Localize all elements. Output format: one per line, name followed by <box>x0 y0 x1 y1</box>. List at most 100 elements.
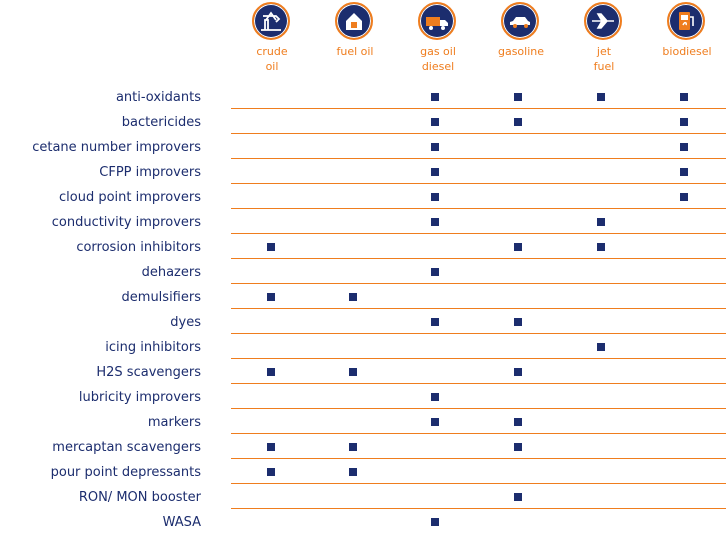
applicability-mark-gas_oil_diesel <box>431 518 439 526</box>
table-row: icing inhibitors <box>0 338 726 363</box>
applicability-mark-jet_fuel <box>597 218 605 226</box>
table-row: H2S scavengers <box>0 363 726 388</box>
applicability-mark-biodiesel <box>680 118 688 126</box>
applicability-mark-gasoline <box>514 118 522 126</box>
applicability-mark-gas_oil_diesel <box>431 118 439 126</box>
row-label: dehazers <box>141 265 201 280</box>
row-label: RON/ MON booster <box>78 490 201 505</box>
row-label: WASA <box>162 515 201 530</box>
applicability-mark-gasoline <box>514 443 522 451</box>
applicability-mark-gas_oil_diesel <box>431 143 439 151</box>
row-divider <box>231 158 726 159</box>
table-row: anti-oxidants <box>0 88 726 113</box>
table-row: WASA <box>0 513 726 538</box>
column-label: gas oil diesel <box>420 45 456 73</box>
row-label: markers <box>147 415 201 430</box>
row-label: demulsifiers <box>121 290 201 305</box>
row-divider <box>231 483 726 484</box>
row-divider <box>231 458 726 459</box>
row-label: cetane number improvers <box>32 140 201 155</box>
airplane-icon <box>584 2 622 40</box>
applicability-mark-gas_oil_diesel <box>431 168 439 176</box>
applicability-mark-crude_oil <box>267 368 275 376</box>
row-divider <box>231 358 726 359</box>
applicability-mark-fuel_oil <box>349 468 357 476</box>
applicability-mark-biodiesel <box>680 168 688 176</box>
applicability-mark-gasoline <box>514 368 522 376</box>
applicability-mark-gasoline <box>514 418 522 426</box>
column-label: biodiesel <box>662 45 712 58</box>
row-label: pour point depressants <box>50 465 201 480</box>
applicability-mark-fuel_oil <box>349 368 357 376</box>
applicability-mark-jet_fuel <box>597 343 605 351</box>
table-row: dyes <box>0 313 726 338</box>
truck-icon <box>418 2 456 40</box>
row-label: H2S scavengers <box>96 365 201 380</box>
applicability-mark-jet_fuel <box>597 243 605 251</box>
applicability-mark-crude_oil <box>267 293 275 301</box>
applicability-mark-biodiesel <box>680 143 688 151</box>
row-label: dyes <box>170 315 201 330</box>
fuel-pump-icon <box>667 2 705 40</box>
applicability-mark-fuel_oil <box>349 443 357 451</box>
applicability-mark-gas_oil_diesel <box>431 93 439 101</box>
table-row: lubricity improvers <box>0 388 726 413</box>
applicability-mark-gas_oil_diesel <box>431 318 439 326</box>
row-divider <box>231 133 726 134</box>
applicability-mark-gasoline <box>514 493 522 501</box>
row-label: icing inhibitors <box>105 340 201 355</box>
row-divider <box>231 333 726 334</box>
applicability-mark-gasoline <box>514 318 522 326</box>
row-label: CFPP improvers <box>99 165 201 180</box>
table-row: bactericides <box>0 113 726 138</box>
column-label: gasoline <box>497 45 545 58</box>
row-label: bactericides <box>121 115 201 130</box>
row-label: corrosion inhibitors <box>76 240 201 255</box>
house-icon <box>335 2 373 40</box>
applicability-mark-jet_fuel <box>597 93 605 101</box>
row-label: lubricity improvers <box>78 390 201 405</box>
oil-pump-icon <box>252 2 290 40</box>
row-label: cloud point improvers <box>59 190 201 205</box>
row-divider <box>231 183 726 184</box>
row-divider <box>231 283 726 284</box>
applicability-mark-biodiesel <box>680 93 688 101</box>
applicability-mark-crude_oil <box>267 443 275 451</box>
applicability-mark-gas_oil_diesel <box>431 218 439 226</box>
car-icon <box>501 2 539 40</box>
table-row: demulsifiers <box>0 288 726 313</box>
row-divider <box>231 383 726 384</box>
applicability-mark-gas_oil_diesel <box>431 418 439 426</box>
column-label: fuel oil <box>336 45 374 58</box>
applicability-mark-crude_oil <box>267 243 275 251</box>
row-divider <box>231 208 726 209</box>
table-row: dehazers <box>0 263 726 288</box>
table-row: CFPP improvers <box>0 163 726 188</box>
table-row: mercaptan scavengers <box>0 438 726 463</box>
row-divider <box>231 108 726 109</box>
row-divider <box>231 433 726 434</box>
applicability-mark-fuel_oil <box>349 293 357 301</box>
row-divider <box>231 258 726 259</box>
row-label: mercaptan scavengers <box>52 440 201 455</box>
table-row: corrosion inhibitors <box>0 238 726 263</box>
applicability-mark-biodiesel <box>680 193 688 201</box>
row-divider <box>231 508 726 509</box>
table-row: pour point depressants <box>0 463 726 488</box>
row-divider <box>231 408 726 409</box>
table-row: conductivity improvers <box>0 213 726 238</box>
row-divider <box>231 308 726 309</box>
row-label: conductivity improvers <box>51 215 201 230</box>
applicability-mark-gas_oil_diesel <box>431 393 439 401</box>
applicability-mark-gasoline <box>514 243 522 251</box>
row-label: anti-oxidants <box>115 90 201 105</box>
applicability-mark-gas_oil_diesel <box>431 268 439 276</box>
table-row: markers <box>0 413 726 438</box>
applicability-mark-crude_oil <box>267 468 275 476</box>
table-row: RON/ MON booster <box>0 488 726 513</box>
applicability-mark-gasoline <box>514 93 522 101</box>
table-row: cloud point improvers <box>0 188 726 213</box>
column-label: jet fuel <box>593 45 615 73</box>
column-label: crude oil <box>256 45 288 73</box>
table-row: cetane number improvers <box>0 138 726 163</box>
